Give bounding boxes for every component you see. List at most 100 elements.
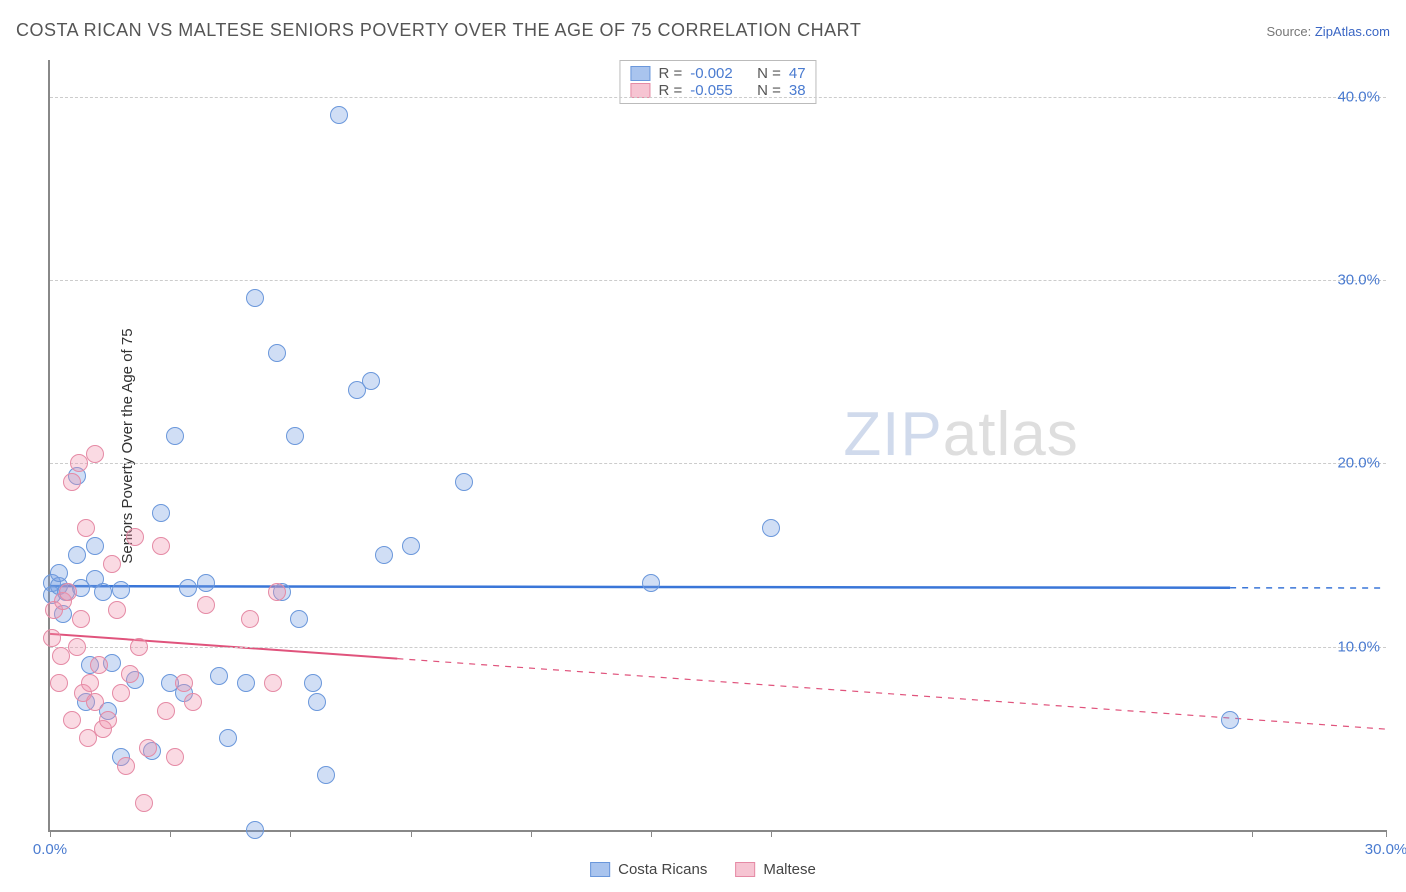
scatter-point: [68, 546, 86, 564]
scatter-point: [290, 610, 308, 628]
stats-row-costa-ricans: R = -0.002 N = 47: [630, 65, 805, 82]
scatter-point: [175, 674, 193, 692]
source-prefix: Source:: [1266, 24, 1314, 39]
scatter-point: [219, 729, 237, 747]
watermark-zip: ZIP: [843, 400, 942, 469]
scatter-point: [126, 528, 144, 546]
scatter-point: [86, 445, 104, 463]
legend-swatch-maltese: [735, 862, 755, 877]
scatter-point: [246, 821, 264, 839]
x-tick: [531, 830, 532, 837]
scatter-plot-area: ZIPatlas R = -0.002 N = 47 R = -0.055 N …: [48, 60, 1386, 832]
scatter-point: [286, 427, 304, 445]
scatter-point: [330, 106, 348, 124]
y-tick-label: 10.0%: [1337, 638, 1380, 655]
scatter-point: [197, 596, 215, 614]
legend-label-costa-ricans: Costa Ricans: [618, 861, 707, 878]
scatter-point: [130, 638, 148, 656]
scatter-point: [152, 504, 170, 522]
scatter-point: [264, 674, 282, 692]
scatter-point: [210, 667, 228, 685]
swatch-costa-ricans: [630, 66, 650, 81]
scatter-point: [157, 702, 175, 720]
stats-r-value-0: -0.002: [690, 65, 733, 82]
scatter-point: [268, 583, 286, 601]
scatter-point: [77, 519, 95, 537]
scatter-point: [237, 674, 255, 692]
watermark-atlas: atlas: [943, 400, 1079, 469]
scatter-point: [59, 583, 77, 601]
scatter-point: [121, 665, 139, 683]
scatter-point: [112, 684, 130, 702]
scatter-point: [43, 629, 61, 647]
scatter-point: [402, 537, 420, 555]
scatter-point: [117, 757, 135, 775]
scatter-point: [108, 601, 126, 619]
chart-title: COSTA RICAN VS MALTESE SENIORS POVERTY O…: [16, 20, 861, 41]
gridline-horizontal: [50, 280, 1386, 281]
scatter-point: [166, 427, 184, 445]
gridline-horizontal: [50, 97, 1386, 98]
scatter-point: [63, 473, 81, 491]
scatter-point: [362, 372, 380, 390]
x-tick: [50, 830, 51, 837]
legend-item-costa-ricans: Costa Ricans: [590, 861, 707, 878]
scatter-point: [246, 289, 264, 307]
x-tick: [651, 830, 652, 837]
scatter-point: [50, 564, 68, 582]
x-tick-label: 30.0%: [1365, 841, 1406, 858]
scatter-point: [455, 473, 473, 491]
x-tick: [170, 830, 171, 837]
scatter-point: [152, 537, 170, 555]
stats-r-label: R =: [658, 65, 682, 82]
legend-swatch-costa-ricans: [590, 862, 610, 877]
scatter-point: [81, 674, 99, 692]
scatter-point: [86, 537, 104, 555]
chart-header: COSTA RICAN VS MALTESE SENIORS POVERTY O…: [16, 20, 1390, 50]
scatter-point: [179, 579, 197, 597]
scatter-point: [375, 546, 393, 564]
stats-n-label: N =: [757, 65, 781, 82]
stats-n-value-0: 47: [789, 65, 806, 82]
gridline-horizontal: [50, 647, 1386, 648]
source-link[interactable]: ZipAtlas.com: [1315, 24, 1390, 39]
y-tick-label: 40.0%: [1337, 88, 1380, 105]
x-tick: [1386, 830, 1387, 837]
source-attribution: Source: ZipAtlas.com: [1266, 24, 1390, 39]
scatter-point: [50, 674, 68, 692]
scatter-point: [135, 794, 153, 812]
x-tick: [290, 830, 291, 837]
bottom-legend: Costa Ricans Maltese: [590, 861, 816, 878]
scatter-point: [68, 638, 86, 656]
scatter-point: [308, 693, 326, 711]
scatter-point: [642, 574, 660, 592]
x-tick: [771, 830, 772, 837]
scatter-point: [304, 674, 322, 692]
gridline-horizontal: [50, 463, 1386, 464]
scatter-point: [241, 610, 259, 628]
x-tick-label: 0.0%: [33, 841, 67, 858]
scatter-point: [99, 711, 117, 729]
legend-item-maltese: Maltese: [735, 861, 816, 878]
x-tick: [411, 830, 412, 837]
y-tick-label: 20.0%: [1337, 455, 1380, 472]
scatter-point: [63, 711, 81, 729]
scatter-point: [166, 748, 184, 766]
trend-lines-svg: [50, 60, 1386, 830]
watermark: ZIPatlas: [843, 399, 1078, 470]
scatter-point: [1221, 711, 1239, 729]
scatter-point: [90, 656, 108, 674]
scatter-point: [268, 344, 286, 362]
scatter-point: [184, 693, 202, 711]
y-tick-label: 30.0%: [1337, 272, 1380, 289]
scatter-point: [86, 693, 104, 711]
scatter-point: [112, 581, 130, 599]
scatter-point: [762, 519, 780, 537]
scatter-point: [139, 739, 157, 757]
scatter-point: [72, 610, 90, 628]
legend-label-maltese: Maltese: [763, 861, 816, 878]
scatter-point: [317, 766, 335, 784]
scatter-point: [94, 583, 112, 601]
x-tick: [1252, 830, 1253, 837]
scatter-point: [103, 555, 121, 573]
